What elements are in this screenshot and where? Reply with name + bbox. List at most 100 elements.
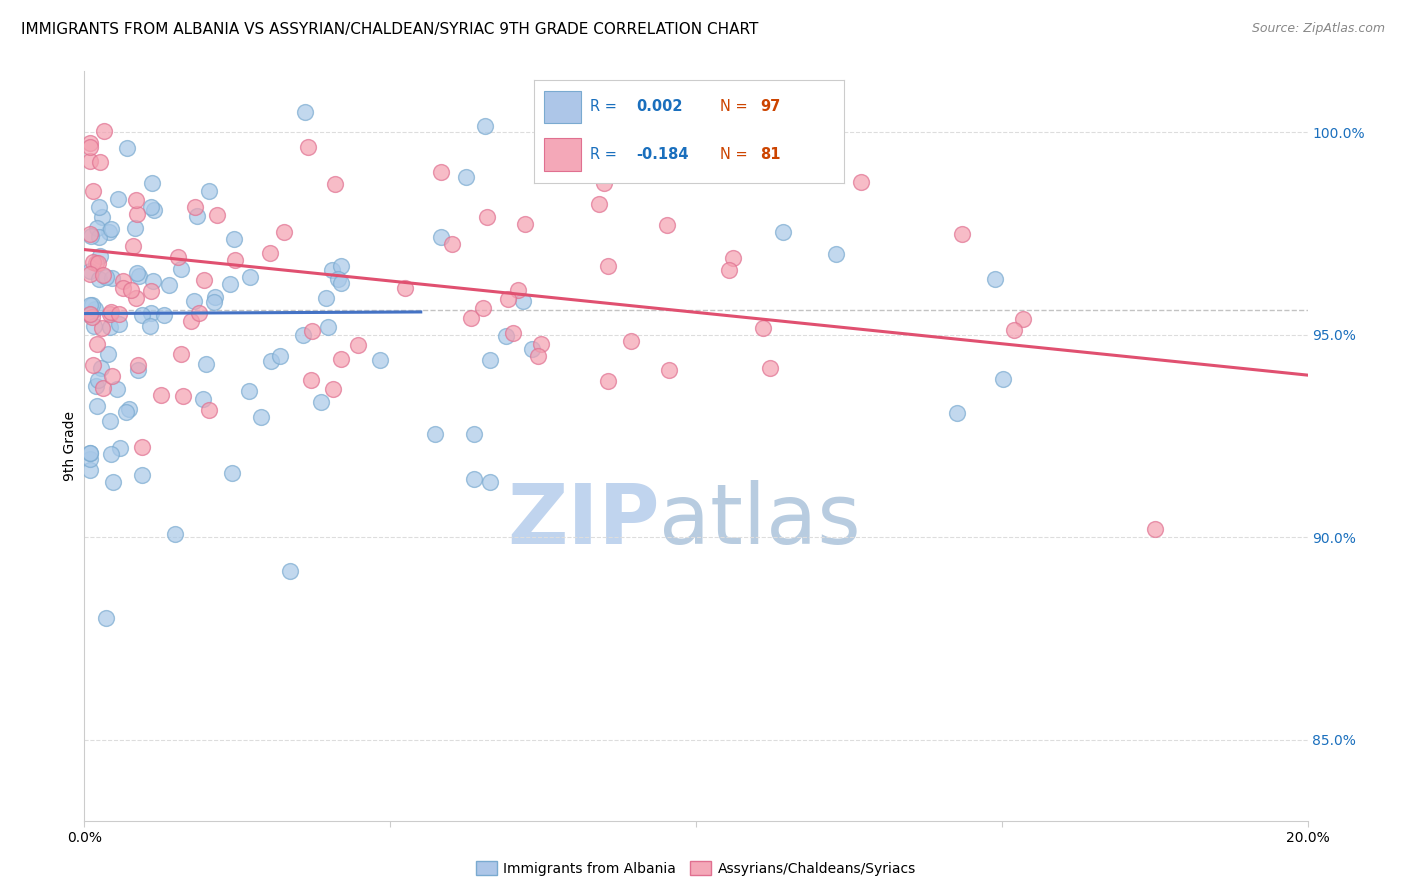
Point	[89, 154, 111, 169]
Point	[100, 447, 122, 461]
Point	[97, 347, 120, 361]
Point	[530, 337, 553, 351]
Point	[322, 383, 344, 397]
Point	[79, 264, 101, 278]
Point	[474, 119, 496, 133]
Point	[112, 274, 135, 288]
Point	[598, 374, 620, 388]
Point	[153, 308, 176, 322]
Point	[984, 272, 1007, 286]
Point	[825, 247, 848, 261]
Point	[166, 250, 188, 264]
Point	[328, 272, 350, 286]
Point	[249, 409, 271, 424]
Point	[299, 373, 322, 387]
Point	[122, 239, 145, 253]
Point	[127, 363, 149, 377]
Point	[454, 169, 477, 184]
Point	[98, 414, 121, 428]
Point	[87, 373, 110, 387]
Point	[169, 347, 191, 361]
Point	[94, 611, 117, 625]
Point	[79, 308, 101, 322]
Point	[440, 236, 463, 251]
Point	[425, 427, 447, 442]
Point	[752, 320, 775, 334]
Point	[193, 392, 215, 406]
Point	[496, 292, 519, 306]
Text: N =: N =	[720, 146, 752, 161]
Point	[193, 273, 215, 287]
Point	[239, 270, 262, 285]
Point	[172, 389, 194, 403]
Point	[430, 165, 453, 179]
Point	[79, 446, 101, 460]
Point	[79, 227, 101, 241]
Point	[115, 140, 138, 154]
Point	[79, 463, 101, 477]
Point	[149, 387, 172, 401]
Point	[188, 306, 211, 320]
Point	[79, 136, 101, 151]
Point	[368, 352, 391, 367]
Text: -0.184: -0.184	[637, 146, 689, 161]
Point	[157, 278, 180, 293]
Point	[316, 320, 339, 334]
Point	[141, 200, 163, 214]
Point	[79, 445, 101, 459]
Text: 81: 81	[761, 146, 780, 161]
Point	[204, 290, 226, 304]
Point	[478, 475, 501, 489]
Point	[82, 310, 104, 325]
Point	[1143, 522, 1166, 536]
Text: atlas: atlas	[659, 481, 860, 561]
Point	[90, 360, 112, 375]
Point	[224, 253, 246, 268]
Point	[472, 301, 495, 315]
Point	[131, 309, 153, 323]
Point	[79, 307, 101, 321]
Point	[657, 166, 679, 180]
Bar	[544, 91, 581, 123]
Point	[394, 281, 416, 295]
Point	[946, 407, 969, 421]
Text: N =: N =	[720, 99, 752, 114]
Point	[620, 334, 643, 348]
Point	[87, 200, 110, 214]
Point	[79, 298, 101, 312]
Point	[100, 222, 122, 236]
Text: Source: ZipAtlas.com: Source: ZipAtlas.com	[1251, 22, 1385, 36]
Point	[139, 318, 162, 333]
Point	[128, 269, 150, 284]
Point	[301, 324, 323, 338]
Point	[118, 402, 141, 417]
Point	[1012, 311, 1035, 326]
Point	[127, 266, 149, 280]
Point	[321, 262, 343, 277]
Point	[83, 318, 105, 333]
Point	[93, 124, 115, 138]
Point	[101, 368, 124, 383]
Point	[82, 358, 104, 372]
Point	[124, 221, 146, 235]
Point	[205, 208, 228, 222]
Point	[142, 203, 165, 218]
Point	[107, 318, 129, 332]
Point	[141, 176, 163, 190]
Point	[512, 294, 534, 309]
Text: IMMIGRANTS FROM ALBANIA VS ASSYRIAN/CHALDEAN/SYRIAC 9TH GRADE CORRELATION CHART: IMMIGRANTS FROM ALBANIA VS ASSYRIAN/CHAL…	[21, 22, 758, 37]
Point	[115, 405, 138, 419]
Y-axis label: 9th Grade: 9th Grade	[63, 411, 77, 481]
Point	[107, 192, 129, 206]
Point	[86, 399, 108, 413]
Point	[89, 230, 111, 244]
Point	[107, 307, 129, 321]
Point	[90, 210, 112, 224]
Point	[91, 381, 114, 395]
Point	[100, 305, 122, 319]
Point	[194, 357, 217, 371]
Point	[506, 284, 529, 298]
Point	[346, 338, 368, 352]
Point	[163, 527, 186, 541]
Point	[655, 218, 678, 232]
